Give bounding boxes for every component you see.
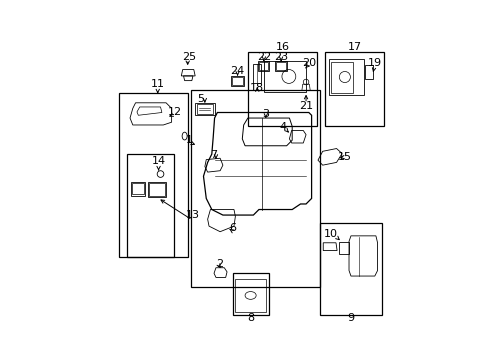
Text: 5: 5 xyxy=(197,94,204,104)
Text: 17: 17 xyxy=(347,42,361,52)
Bar xyxy=(127,154,174,257)
Text: 22: 22 xyxy=(256,52,270,62)
Text: 8: 8 xyxy=(246,312,254,323)
Bar xyxy=(247,51,317,126)
Text: 11: 11 xyxy=(150,79,164,89)
Text: 7: 7 xyxy=(210,150,217,161)
Text: 10: 10 xyxy=(324,229,337,239)
Text: 21: 21 xyxy=(298,102,312,111)
Text: 4: 4 xyxy=(279,122,286,132)
Text: 1: 1 xyxy=(185,135,192,145)
Text: 2: 2 xyxy=(216,258,223,269)
Text: 20: 20 xyxy=(301,58,315,68)
Text: 15: 15 xyxy=(337,152,351,162)
Text: 16: 16 xyxy=(275,42,289,52)
Text: 24: 24 xyxy=(230,67,244,76)
Text: 19: 19 xyxy=(367,58,382,68)
Text: 18: 18 xyxy=(250,83,264,93)
Bar xyxy=(232,273,268,315)
Text: 3: 3 xyxy=(262,109,269,119)
Bar xyxy=(191,90,319,287)
Text: 9: 9 xyxy=(346,312,353,323)
Text: 25: 25 xyxy=(182,51,196,62)
Bar xyxy=(319,223,382,315)
Bar xyxy=(325,51,383,126)
Text: 14: 14 xyxy=(151,156,165,166)
Text: 13: 13 xyxy=(185,210,199,220)
Bar xyxy=(119,93,188,257)
Text: 23: 23 xyxy=(273,52,287,62)
Text: 12: 12 xyxy=(168,108,182,117)
Text: 6: 6 xyxy=(228,223,236,233)
